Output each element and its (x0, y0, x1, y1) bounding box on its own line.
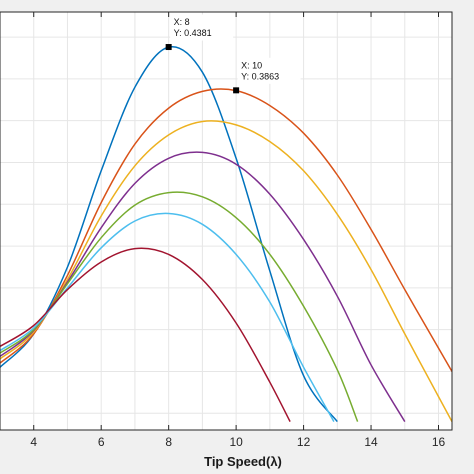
datatip-x-label: X: 10 (241, 60, 262, 70)
axes-background (0, 12, 452, 430)
grid (0, 12, 452, 430)
x-tick-label: 14 (364, 435, 378, 449)
series-line-7 (0, 247, 291, 422)
series-line-3 (0, 120, 452, 422)
x-tick-label: 6 (98, 435, 105, 449)
x-axis-label: Tip Speed(λ) (204, 454, 282, 469)
series-line-5 (0, 191, 359, 422)
datatip-box (170, 14, 234, 41)
x-tick-label: 10 (229, 435, 243, 449)
datatip-x-label: X: 8 (174, 17, 190, 27)
datatip-1[interactable]: X: 8Y: 0.4381 (165, 14, 234, 51)
datatip-box (237, 57, 301, 84)
x-tick-label: 8 (165, 435, 172, 449)
x-tick-label: 16 (432, 435, 446, 449)
datatip-marker[interactable] (165, 44, 172, 51)
x-tick-label: 4 (30, 435, 37, 449)
datatip-y-label: Y: 0.4381 (174, 28, 212, 38)
x-tick-label: 12 (297, 435, 311, 449)
datatip-layer[interactable]: X: 8Y: 0.4381 X: 10Y: 0.3863 (165, 14, 301, 94)
axes-box (0, 11, 453, 431)
series-line-4 (0, 151, 406, 422)
datatip-marker[interactable] (233, 87, 240, 94)
datatip-2[interactable]: X: 10Y: 0.3863 (233, 57, 301, 94)
datatip-y-label: Y: 0.3863 (241, 71, 279, 81)
x-axis-ticks: 4 6 8 10 12 14 16 (30, 12, 446, 449)
